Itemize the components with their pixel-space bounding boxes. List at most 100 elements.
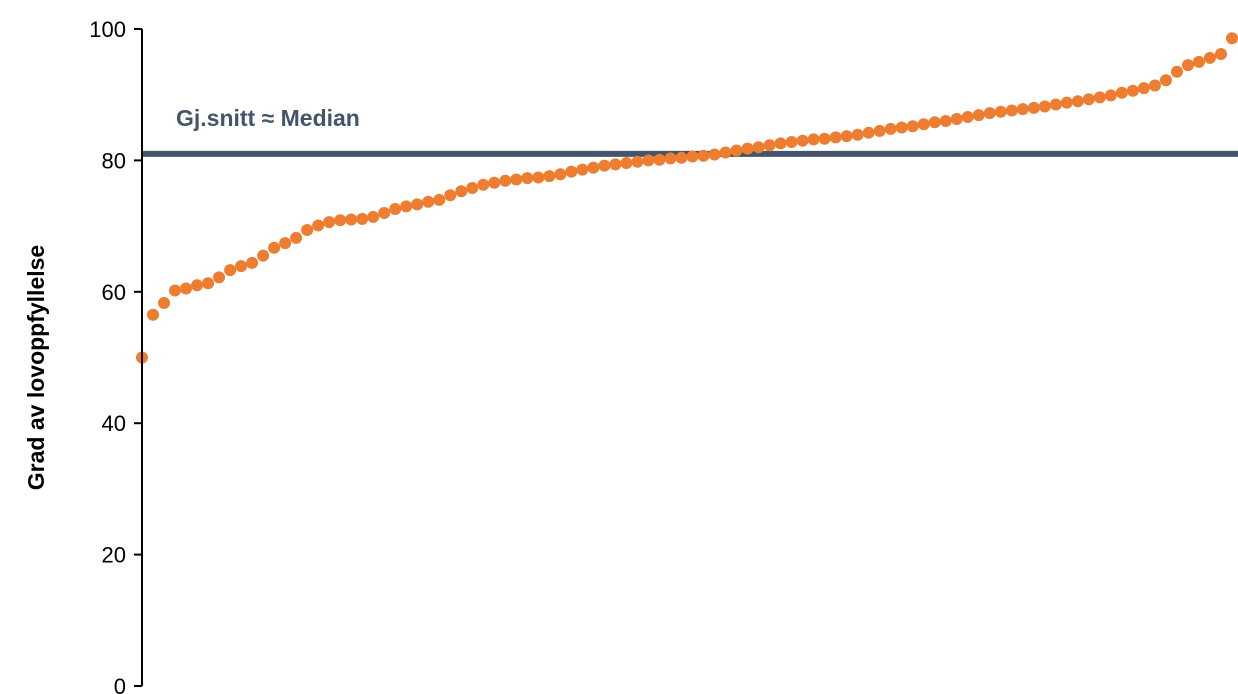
data-point — [1060, 96, 1073, 109]
data-point — [191, 279, 204, 292]
data-point — [378, 206, 391, 219]
y-tick-label: 60 — [102, 280, 126, 305]
data-point — [620, 157, 633, 170]
data-point — [994, 105, 1007, 118]
data-point — [587, 161, 600, 174]
data-point — [565, 165, 578, 178]
data-point — [356, 212, 369, 225]
data-point — [510, 173, 523, 186]
y-tick-label: 100 — [89, 17, 126, 42]
data-point — [1226, 32, 1238, 45]
data-point — [433, 193, 446, 206]
data-point — [642, 154, 655, 167]
data-point — [807, 133, 820, 146]
data-point — [763, 139, 776, 152]
data-point — [411, 198, 424, 211]
data-point — [301, 224, 314, 237]
data-point — [1104, 89, 1117, 102]
data-point — [444, 189, 457, 202]
data-point — [862, 126, 875, 139]
data-point — [686, 150, 699, 163]
reference-line-group: Gj.snitt ≈ Median — [142, 105, 1238, 157]
data-point — [829, 131, 842, 144]
data-point — [840, 130, 853, 143]
data-point — [1137, 82, 1150, 95]
data-point — [675, 151, 688, 164]
data-point — [213, 271, 226, 284]
y-axis: 0 20 40 60 80 100 — [89, 17, 143, 694]
data-point — [961, 111, 974, 124]
data-point — [521, 172, 534, 185]
data-point — [1038, 100, 1051, 113]
data-point — [752, 141, 765, 154]
data-point — [235, 260, 248, 273]
data-point — [1126, 84, 1139, 97]
data-point — [1071, 95, 1084, 108]
data-point — [554, 168, 567, 181]
data-point — [730, 144, 743, 157]
data-point — [466, 181, 479, 194]
y-tick-label: 80 — [102, 148, 126, 173]
data-point — [202, 277, 215, 290]
data-point — [1082, 93, 1095, 106]
data-point — [950, 113, 963, 126]
y-ticks: 0 20 40 60 80 100 — [89, 17, 142, 694]
data-point — [323, 216, 336, 229]
data-point — [488, 176, 501, 189]
reference-line-label: Gj.snitt ≈ Median — [176, 105, 360, 131]
data-point — [312, 219, 325, 232]
y-tick-label: 0 — [114, 674, 126, 694]
data-point — [389, 203, 402, 216]
data-point — [1181, 59, 1194, 72]
data-point — [499, 174, 512, 187]
data-point — [1148, 79, 1161, 92]
data-point — [884, 122, 897, 135]
data-point — [400, 200, 413, 213]
data-point — [422, 195, 435, 208]
data-point — [741, 142, 754, 155]
data-point — [873, 124, 886, 137]
data-point — [631, 155, 644, 168]
data-point — [1214, 47, 1227, 60]
data-point — [851, 128, 864, 141]
data-point — [543, 170, 556, 183]
data-point — [598, 159, 611, 172]
data-point — [455, 185, 468, 198]
y-axis-title: Grad av lovoppfyllelse — [23, 245, 49, 490]
data-point — [708, 148, 721, 161]
data-point — [532, 171, 545, 184]
data-point — [653, 153, 666, 166]
data-point — [983, 107, 996, 120]
data-point — [1159, 74, 1172, 87]
data-point — [268, 241, 281, 254]
data-point — [246, 256, 259, 269]
y-tick-label: 40 — [102, 411, 126, 436]
data-point — [1005, 104, 1018, 117]
data-points — [136, 32, 1238, 364]
data-point — [224, 264, 237, 277]
data-point — [257, 249, 270, 262]
data-point — [785, 136, 798, 148]
data-point — [1093, 91, 1106, 104]
data-point — [1016, 103, 1029, 116]
data-point — [290, 231, 303, 244]
data-point — [1049, 98, 1062, 111]
data-point — [796, 134, 809, 147]
y-tick-label: 20 — [102, 543, 126, 568]
data-point — [917, 118, 930, 131]
data-point — [774, 137, 787, 150]
data-point — [147, 308, 160, 321]
data-point — [1115, 86, 1128, 99]
data-point — [1192, 55, 1205, 68]
data-point — [664, 152, 677, 165]
data-point — [1170, 65, 1183, 78]
data-point — [345, 213, 358, 226]
data-point — [719, 146, 732, 159]
data-point — [939, 114, 952, 127]
data-point — [576, 163, 589, 176]
data-point — [477, 178, 490, 191]
data-point — [169, 284, 182, 297]
data-point — [928, 116, 941, 129]
data-point — [697, 149, 710, 162]
